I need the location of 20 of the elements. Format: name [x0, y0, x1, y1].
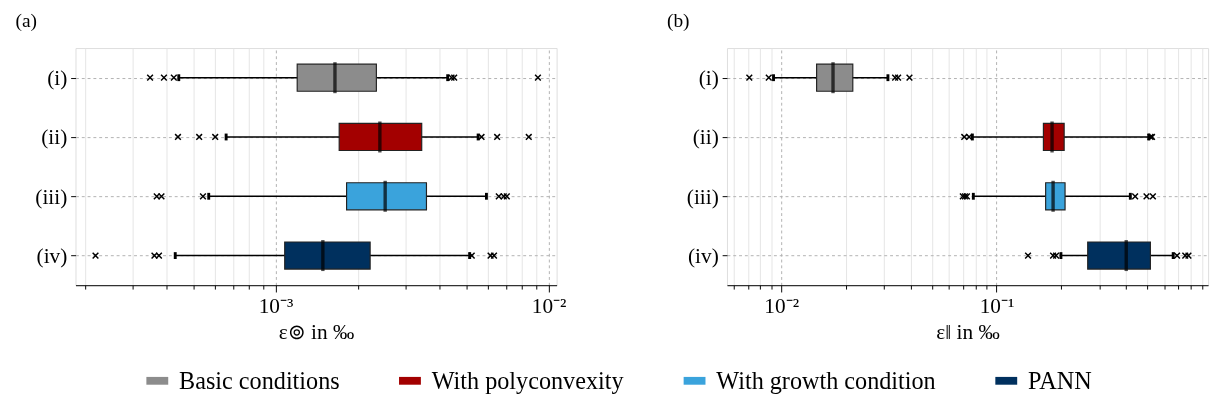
legend-label: PANN: [1028, 366, 1092, 394]
y-tick-label: (iii): [686, 184, 719, 209]
chart-title: (b): [666, 9, 690, 32]
y-tick-label: (iv): [688, 243, 719, 268]
legend-label: Basic conditions: [179, 366, 340, 394]
y-tick-label: (i): [698, 65, 719, 90]
y-tick-label: (iv): [36, 243, 68, 268]
x-tick-label: 10⁻¹: [979, 293, 1015, 318]
legend-label: With polyconvexity: [431, 366, 624, 394]
x-tick-label: 10⁻²: [764, 293, 800, 318]
x-tick-label: 10⁻²: [531, 293, 567, 318]
y-tick-label: (ii): [692, 125, 719, 150]
chart-title: (a): [15, 9, 37, 32]
y-tick-label: (i): [47, 65, 68, 90]
legend-label: With growth condition: [716, 366, 936, 394]
y-tick-label: (ii): [41, 125, 68, 150]
x-tick-label: 10⁻³: [258, 293, 294, 318]
x-axis-title: ε‖ in ‰: [936, 319, 1000, 344]
x-axis-title: ε⊚ in ‰: [278, 319, 355, 344]
y-tick-label: (iii): [35, 184, 68, 209]
